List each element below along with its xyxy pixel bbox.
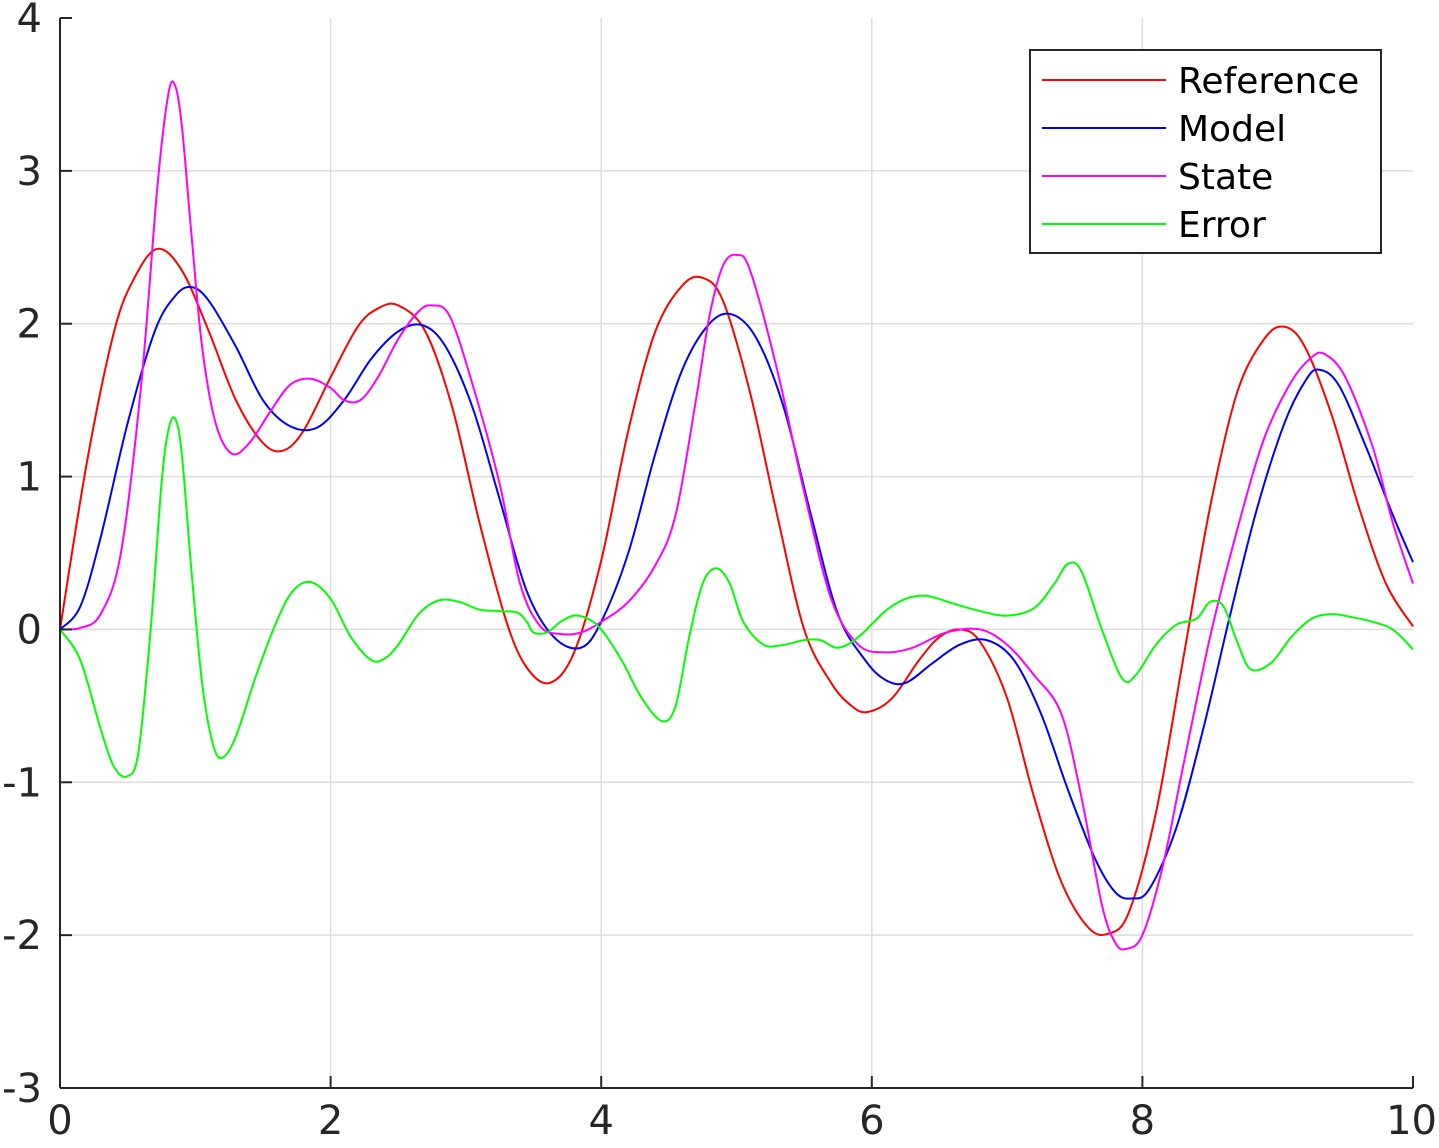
legend-box bbox=[1029, 49, 1382, 254]
x-tick-label: 8 bbox=[1130, 1098, 1155, 1144]
series-layer bbox=[59, 80, 1414, 951]
y-tick-label: 1 bbox=[17, 455, 42, 501]
y-tick-label: 3 bbox=[17, 149, 42, 195]
series-line-state bbox=[59, 80, 1414, 951]
y-tick-label: 0 bbox=[17, 607, 42, 653]
legend: Reference Model State Error bbox=[1029, 49, 1382, 254]
axes bbox=[59, 18, 1413, 1089]
y-tick-label: -2 bbox=[2, 913, 42, 959]
y-tick-label: 2 bbox=[17, 302, 42, 348]
x-tick-label: 2 bbox=[318, 1098, 343, 1144]
y-tick-label: 4 bbox=[17, 0, 42, 42]
x-tick-label: 4 bbox=[588, 1098, 613, 1144]
x-tick-label: 10 bbox=[1386, 1098, 1437, 1144]
legend-label-error: Error bbox=[1178, 205, 1266, 246]
legend-label-reference: Reference bbox=[1178, 61, 1359, 102]
x-tick-label: 0 bbox=[47, 1098, 72, 1144]
legend-label-state: State bbox=[1178, 157, 1273, 198]
legend-label-model: Model bbox=[1178, 109, 1286, 150]
y-tick-label: -3 bbox=[2, 1066, 42, 1112]
y-tick-label: -1 bbox=[2, 760, 42, 806]
series-line-error bbox=[59, 416, 1414, 778]
series-line-reference bbox=[59, 247, 1414, 937]
series-line-model bbox=[59, 285, 1414, 900]
x-tick-label: 6 bbox=[859, 1098, 884, 1144]
